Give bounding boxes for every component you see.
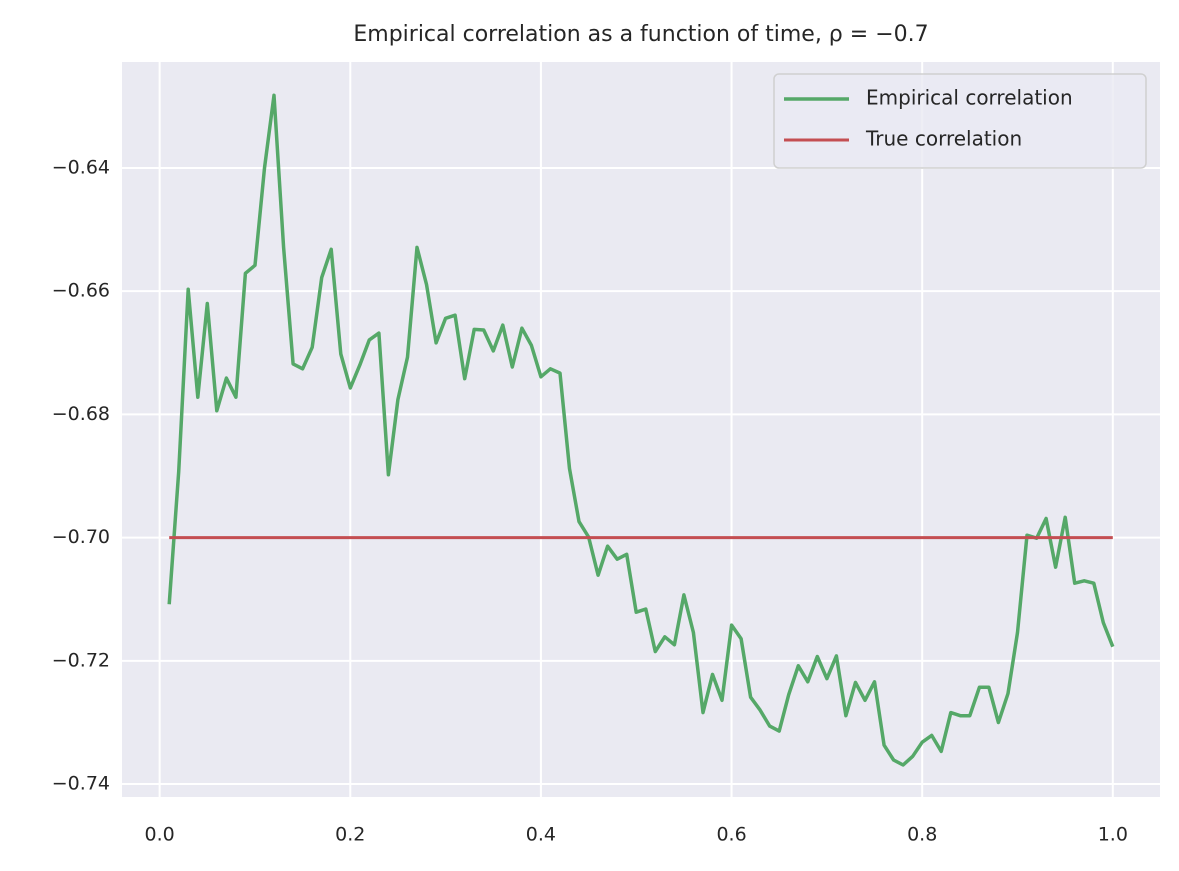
x-tick-label: 0.0: [145, 824, 175, 846]
x-tick-label: 0.4: [526, 824, 556, 846]
x-tick-label: 1.0: [1098, 824, 1128, 846]
y-tick-label: −0.72: [52, 649, 110, 671]
x-tick-label: 0.6: [716, 824, 746, 846]
line: [167, 93, 1115, 767]
y-tick-label: −0.66: [52, 280, 110, 302]
y-tick-label: −0.74: [52, 773, 110, 795]
legend-label: Empirical correlation: [866, 86, 1073, 110]
chart-title: Empirical correlation as a function of t…: [353, 22, 928, 47]
y-tick-label: −0.70: [52, 526, 110, 548]
legend-label: True correlation: [865, 127, 1022, 151]
x-tick-label: 0.8: [907, 824, 937, 846]
legend-box: [773, 73, 1147, 169]
plot-area: [122, 62, 1160, 797]
y-tick-label: −0.68: [52, 403, 110, 425]
y-tick-label: −0.64: [52, 156, 110, 178]
x-tick-label: 0.2: [335, 824, 365, 846]
